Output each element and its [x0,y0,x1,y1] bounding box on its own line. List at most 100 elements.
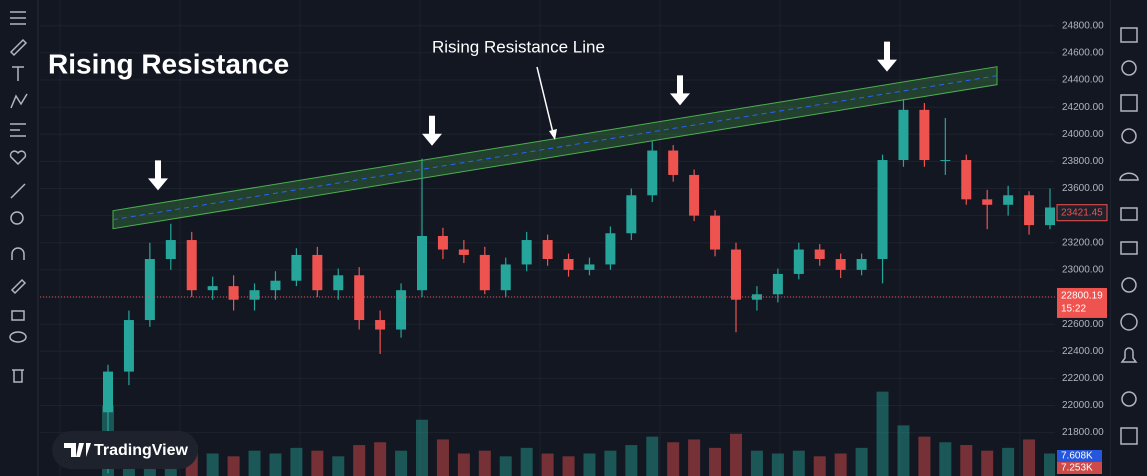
candle-body [186,240,197,291]
y-tick-label: 23200.00 [1062,237,1104,248]
candle-body [814,249,825,260]
tool-chat[interactable] [1120,207,1138,221]
tool-lock[interactable] [11,310,25,321]
tool-pattern[interactable] [10,93,28,109]
volume-bar [750,450,763,476]
left-toolbar [0,0,38,476]
right-toolbar [1110,0,1147,476]
volume-bar [353,445,366,476]
tool-brush[interactable] [9,38,28,57]
volume-bar [918,436,931,476]
volume-bar [1023,439,1036,476]
tool-hotlist[interactable] [1121,277,1137,293]
tool-trash[interactable] [12,369,24,383]
candle-body [751,294,762,300]
tool-fib[interactable] [10,123,26,137]
watermark-badge [52,431,198,469]
price-axis [1055,0,1110,476]
tool-favorite[interactable] [9,150,27,166]
y-tick-label: 22600.00 [1062,319,1104,330]
tool-ruler[interactable] [10,183,26,199]
candle-body [605,233,616,265]
candle-body [458,249,469,255]
volume-bar [541,453,554,476]
volume-bar [813,456,826,476]
tool-zoom[interactable] [10,211,24,225]
y-tick-label: 23600.00 [1062,183,1104,194]
tool-stream[interactable] [1120,313,1138,331]
candle-body [312,254,323,291]
tool-pencil[interactable] [10,278,27,295]
tool-calendar[interactable] [1120,94,1138,112]
volume-label: 7.253K [1061,463,1093,474]
candle-body [689,174,700,216]
candle-body [165,240,176,260]
candle-body [856,259,867,270]
tool-notifications[interactable] [1120,347,1138,363]
candle-body [228,286,239,300]
candle-body [731,249,741,300]
candle-body [772,273,783,295]
candle-body [982,199,993,205]
pointer-arrow [148,160,168,191]
candle-body [1024,195,1035,226]
candle-body [270,280,281,291]
tool-help[interactable] [1121,391,1137,407]
tool-text[interactable] [12,66,24,81]
candle-body [354,275,365,321]
pointer-arrow [422,115,442,146]
candle-body [835,259,846,270]
volume-bar [374,442,387,476]
candle-body [584,264,595,270]
volume-bar [855,447,868,476]
volume-bar [416,419,428,476]
watermark-logo [64,443,91,457]
volume-bar [248,450,261,476]
volume-bar [562,456,575,476]
volume-bar [478,450,491,476]
candle-body [144,259,155,321]
left-tools [9,11,28,383]
candle-body [437,235,448,250]
annotation: Rising Resistance Line [432,37,605,56]
candle-body [710,215,721,250]
volume-bar [1002,447,1015,476]
watermark-text: TradingView [94,442,189,459]
volume-bar [792,450,805,476]
volume-bar [583,453,596,476]
volume-layer [102,391,1056,476]
candle-layer [103,98,1055,474]
volume-bar [206,453,219,476]
tool-lines[interactable] [10,11,26,25]
candle-body [500,264,511,291]
y-tick-label: 24400.00 [1062,75,1104,86]
tool-eye[interactable] [9,331,27,343]
tool-magnet[interactable] [11,247,25,260]
right-tools [1119,27,1139,445]
pointer-arrow [877,41,897,72]
candle-body [919,109,930,161]
tool-ideas[interactable] [1121,128,1137,144]
annotation-arrowhead [549,129,557,140]
volume-bar [688,439,701,476]
candle-body [940,160,951,162]
last-price-marker [1056,204,1108,222]
pointer-arrow [670,75,690,106]
candle-body [396,290,407,330]
candle-body [291,254,302,281]
volume-bar [499,456,512,476]
tool-alerts[interactable] [1121,60,1137,76]
y-tick-label: 23000.00 [1062,265,1104,276]
volume-bar [269,453,282,476]
volume-bar [709,447,722,476]
volume-bar [1044,453,1056,476]
tool-chat2[interactable] [1120,241,1138,255]
candle-body [961,160,972,200]
tool-cloud[interactable] [1119,172,1139,181]
candle-body [375,320,386,330]
tool-grid[interactable] [1120,427,1138,445]
volume-bar [290,447,303,476]
volume-bar [604,450,617,476]
candle-body [333,275,344,291]
tool-watchlist[interactable] [1120,27,1138,43]
